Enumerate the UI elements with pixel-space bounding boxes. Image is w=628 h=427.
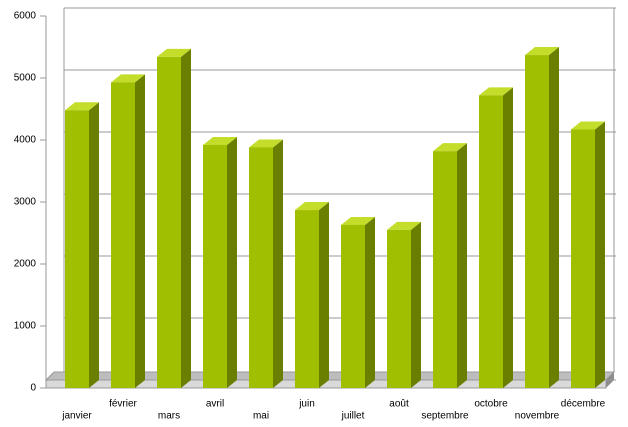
y-tick-label: 5000 (14, 73, 37, 84)
bar-side (365, 216, 375, 388)
bar (387, 229, 411, 388)
x-tick-label: août (389, 399, 409, 410)
y-tick-label: 0 (30, 383, 36, 394)
x-tick-label: janvier (61, 411, 92, 422)
bar-top (571, 121, 605, 130)
bar-top (295, 202, 329, 211)
bar (295, 210, 319, 388)
x-tick-label: mai (253, 411, 269, 422)
bar-side (457, 143, 467, 388)
bar (65, 110, 89, 389)
bar-side (503, 87, 513, 389)
bar-top (433, 143, 467, 152)
y-tick-label: 3000 (14, 197, 37, 208)
bar-side (595, 121, 605, 389)
bar (249, 147, 273, 388)
bar-side (89, 102, 99, 389)
bar-top (203, 136, 237, 145)
bar-top (157, 48, 191, 57)
bar-side (319, 202, 329, 388)
bar-top (479, 87, 513, 96)
bar (157, 56, 181, 389)
x-tick-label: décembre (561, 399, 606, 410)
bar-top (249, 139, 283, 148)
bar-top (341, 216, 375, 225)
bar (111, 82, 135, 388)
x-tick-label: juillet (341, 411, 365, 422)
x-tick-label: février (109, 399, 137, 410)
bar-side (227, 136, 237, 388)
bar-top (111, 74, 145, 83)
x-tick-label: octobre (474, 399, 508, 410)
bar (571, 129, 595, 388)
bar (479, 95, 503, 389)
bar-side (411, 221, 421, 388)
bar-top (525, 47, 559, 56)
bar-top (387, 221, 421, 230)
y-tick-label: 2000 (14, 259, 37, 270)
bar (525, 55, 549, 389)
bar-side (273, 139, 283, 388)
x-tick-label: septembre (421, 411, 469, 422)
x-tick-label: avril (206, 399, 224, 410)
bar-side (549, 47, 559, 389)
bar-top (65, 102, 99, 111)
bar-side (181, 48, 191, 389)
x-tick-label: juin (298, 399, 315, 410)
y-tick-label: 4000 (14, 135, 37, 146)
y-tick-label: 6000 (14, 11, 37, 22)
bar (341, 224, 365, 388)
x-tick-label: novembre (515, 411, 560, 422)
y-tick-label: 1000 (14, 321, 37, 332)
bar (203, 144, 227, 388)
x-tick-label: mars (158, 411, 180, 422)
bar (433, 151, 457, 388)
bar-side (135, 74, 145, 388)
